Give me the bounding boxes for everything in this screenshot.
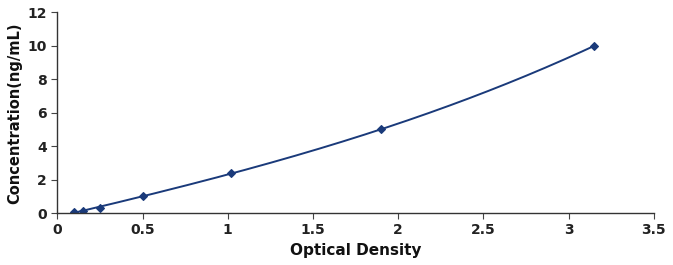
- Y-axis label: Concentration(ng/mL): Concentration(ng/mL): [7, 22, 22, 204]
- X-axis label: Optical Density: Optical Density: [290, 243, 421, 258]
